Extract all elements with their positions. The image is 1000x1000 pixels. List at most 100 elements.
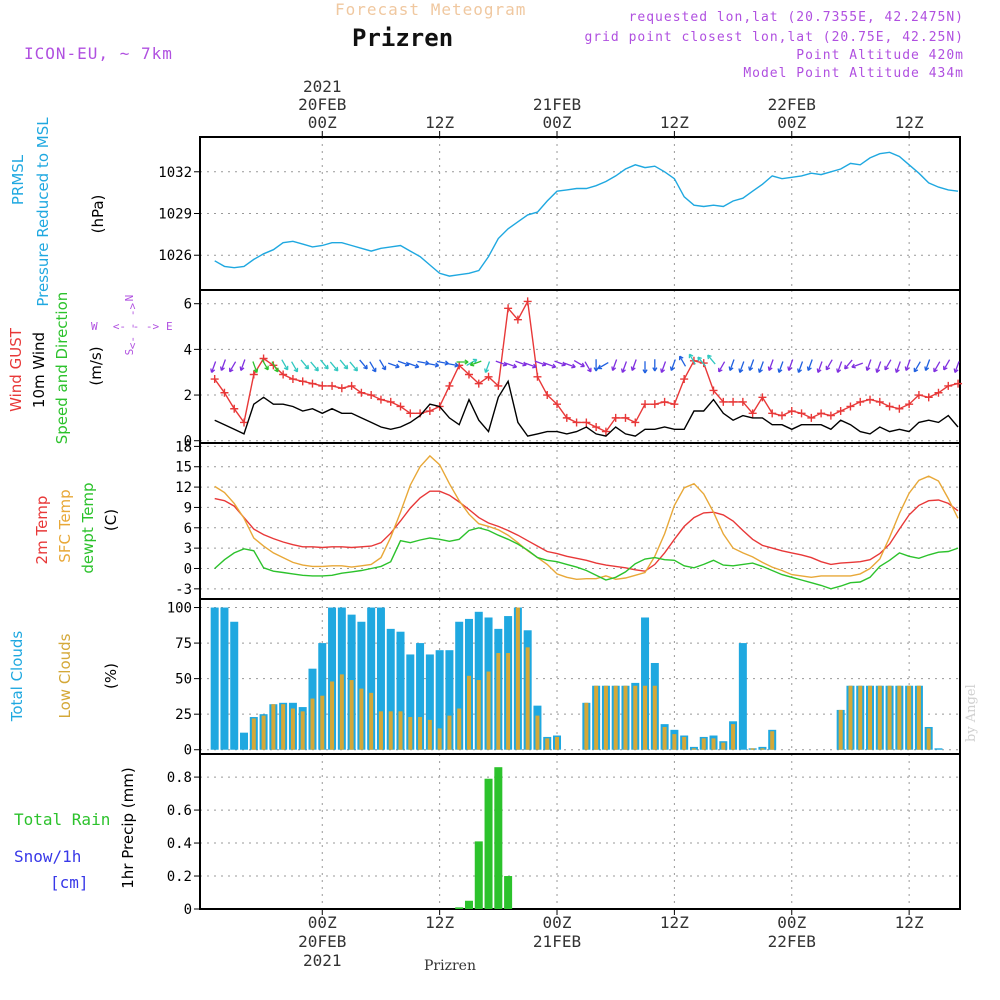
low-cloud-bar [330, 681, 335, 750]
wind-arrow [349, 361, 359, 372]
gust-point [445, 381, 454, 390]
total-cloud-bar [425, 654, 434, 750]
gust-point [866, 395, 875, 404]
low-cloud-bar [672, 734, 677, 750]
wind-arrow [913, 361, 921, 373]
gust-point [905, 400, 914, 409]
label-total-clouds: Total Clouds [8, 631, 26, 723]
rain-bar [455, 907, 464, 909]
total-cloud-bar [445, 650, 454, 750]
low-cloud-bar [711, 738, 716, 750]
gust-point [543, 391, 552, 400]
low-cloud-bar [535, 715, 540, 750]
y-tick-label: 0 [184, 561, 192, 577]
low-cloud-bar [682, 736, 687, 750]
wind-arrow [865, 359, 872, 371]
gust-point [288, 375, 297, 384]
wind-arrow [252, 361, 259, 373]
gust-point [406, 409, 415, 418]
wind-arrow [630, 359, 637, 371]
gust-point [817, 409, 826, 418]
y-tick-label: 25 [175, 707, 192, 723]
low-cloud-bar [506, 653, 511, 750]
gust-point [650, 400, 659, 409]
wind-arrow [271, 361, 279, 373]
wind-arrow [777, 361, 784, 373]
total-cloud-bar [435, 650, 444, 750]
wind-arrow [728, 359, 735, 371]
low-cloud-bar [691, 748, 696, 750]
low-cloud-bar [750, 748, 755, 750]
low-cloud-bar [349, 680, 354, 750]
low-cloud-bar [300, 711, 305, 750]
x-time-bottom: 00Z [777, 913, 806, 932]
wind-arrow [953, 361, 960, 373]
label-hpa: (hPa) [89, 195, 107, 234]
gust-point [464, 370, 473, 379]
x-time-bottom: 12Z [660, 913, 689, 932]
gust-point [836, 407, 845, 416]
low-cloud-bar [515, 607, 520, 750]
y-tick-label: 6 [184, 297, 192, 313]
low-cloud-bar [359, 688, 364, 750]
label-percent: (%) [102, 663, 120, 689]
low-cloud-bar [290, 708, 295, 750]
compass-e: E [166, 320, 173, 333]
gust-point [875, 397, 884, 406]
low-cloud-bar [760, 748, 765, 750]
gust-point [249, 370, 258, 379]
wind-arrow [697, 356, 706, 367]
wind-line [214, 379, 959, 437]
t2m-line [214, 490, 959, 572]
compass-arrow-vertical: <- - -> [126, 302, 139, 349]
label-wind-gust: Wind GUST [7, 327, 25, 412]
wind-arrow [456, 359, 469, 365]
gust-point [611, 413, 620, 422]
subtitle: Forecast Meteogram [335, 0, 527, 19]
wind-arrow [924, 359, 931, 371]
wind-arrow [652, 359, 658, 372]
wind-arrow [660, 361, 667, 373]
x-time-top: 12Z [660, 113, 689, 132]
gust-point [523, 297, 532, 306]
wind-arrow [229, 361, 237, 373]
gust-point [944, 381, 953, 390]
low-cloud-bar [310, 698, 315, 750]
gust-point [895, 404, 904, 413]
gust-point [807, 413, 816, 422]
x-time-bottom: 00Z [543, 913, 572, 932]
x-time-top: 00Z [308, 113, 337, 132]
rain-bar [504, 876, 513, 909]
total-cloud-bar [210, 607, 219, 750]
gust-point [425, 407, 434, 416]
gust-point [856, 397, 865, 406]
wind-arrow [291, 361, 299, 373]
label-prmsl: PRMSL [9, 154, 27, 205]
wind-arrow [469, 360, 482, 367]
wind-arrow [787, 359, 794, 371]
gust-point [494, 381, 503, 390]
wind-arrow [844, 359, 853, 370]
y-tick-label: 15 [175, 460, 192, 476]
gust-point [230, 404, 239, 413]
label-ms: (m/s) [87, 346, 105, 385]
low-cloud-bar [457, 708, 462, 750]
wind-arrow [933, 361, 941, 373]
low-cloud-bar [369, 692, 374, 750]
wind-arrow [707, 354, 716, 365]
wind-arrow [281, 359, 289, 371]
x-date-bottom: 20FEB [298, 932, 346, 951]
wind-arrow [678, 355, 687, 367]
low-cloud-bar [281, 704, 286, 750]
gust-point [337, 384, 346, 393]
gust-point [308, 379, 317, 388]
gust-point [954, 379, 963, 388]
low-cloud-bar [838, 709, 843, 750]
low-cloud-bar [466, 675, 471, 750]
requested-coords: requested lon,lat (20.7355E, 42.2475N) [628, 10, 964, 25]
wind-arrow [544, 362, 557, 369]
wind-arrow [484, 361, 491, 373]
panel-1: 1026 1029 1032 [158, 136, 961, 291]
gust-point [826, 411, 835, 420]
label-c: (C) [102, 509, 120, 531]
